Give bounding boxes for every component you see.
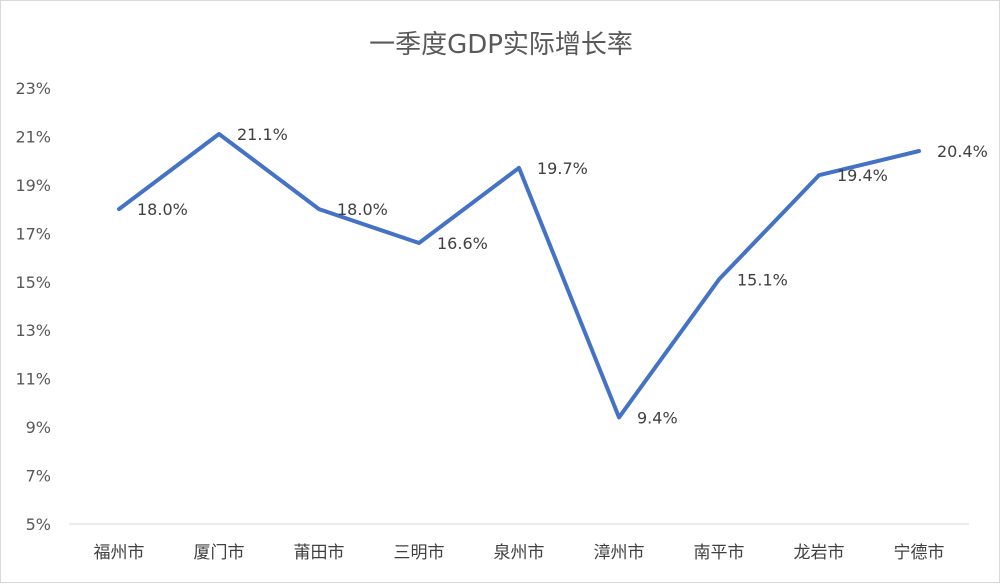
series-line	[117, 132, 921, 420]
y-tick-label: 23%	[15, 79, 51, 98]
data-label: 16.6%	[437, 234, 488, 253]
y-tick-label: 15%	[15, 273, 51, 292]
y-tick-label: 11%	[15, 370, 51, 389]
data-label: 9.4%	[637, 408, 678, 427]
y-tick-label: 19%	[15, 176, 51, 195]
x-tick-label: 泉州市	[494, 543, 545, 563]
x-tick-label: 漳州市	[594, 543, 645, 563]
y-tick-label: 5%	[26, 515, 51, 534]
x-tick-label: 莆田市	[294, 543, 345, 563]
x-tick-label: 福州市	[94, 543, 145, 563]
y-tick-label: 17%	[15, 224, 51, 243]
y-tick-label: 13%	[15, 321, 51, 340]
data-labels: 18.0% 21.1% 18.0% 16.6% 19.7% 9.4% 15.1% 19.4% 2…	[137, 125, 988, 427]
x-axis-ticks: 福州市 厦门市 莆田市 三明市 泉州市 漳州市 南平市 龙岩市 宁德市	[94, 543, 945, 563]
x-tick-label: 厦门市	[194, 543, 245, 563]
y-tick-label: 9%	[26, 418, 51, 437]
x-tick-label: 三明市	[394, 543, 445, 563]
data-label: 18.0%	[137, 200, 188, 219]
data-label: 20.4%	[937, 142, 988, 161]
data-label: 18.0%	[337, 200, 388, 219]
data-label: 15.1%	[737, 270, 788, 289]
x-tick-label: 南平市	[694, 543, 745, 563]
x-tick-label: 龙岩市	[794, 543, 845, 563]
data-label: 19.7%	[537, 159, 588, 178]
y-axis-ticks: 5% 7% 9% 11% 13% 15% 17% 19% 21% 23%	[15, 79, 51, 534]
x-tick-label: 宁德市	[894, 543, 945, 563]
data-label: 21.1%	[237, 125, 288, 144]
data-label: 19.4%	[837, 166, 888, 185]
y-tick-label: 21%	[15, 127, 51, 146]
y-tick-label: 7%	[26, 467, 51, 486]
chart-title: 一季度GDP实际增长率	[369, 30, 633, 60]
